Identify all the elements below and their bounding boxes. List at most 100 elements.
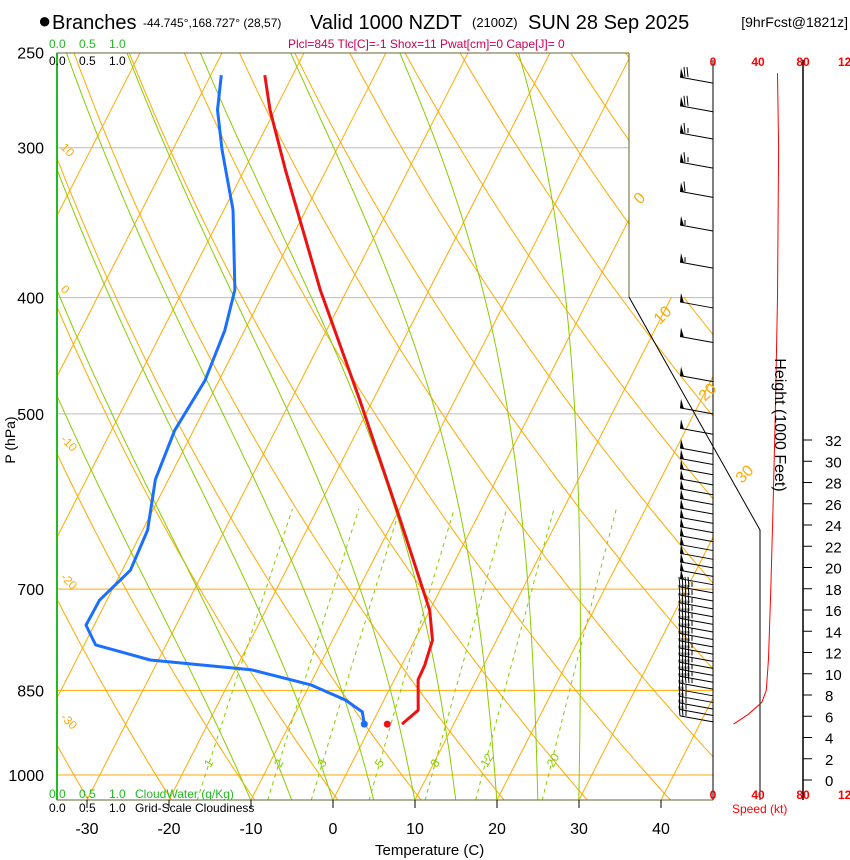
wind-barb bbox=[678, 679, 714, 697]
wind-barb-staff bbox=[679, 488, 714, 496]
moist-adiabat-line bbox=[126, 53, 416, 800]
wind-barb-flag bbox=[680, 292, 684, 303]
pressure-tick-label: 500 bbox=[17, 407, 44, 424]
wind-barb-staff bbox=[679, 689, 714, 697]
wind-barb-feather bbox=[687, 659, 690, 670]
wind-barb-feather bbox=[683, 181, 686, 192]
wind-barb-flag bbox=[680, 459, 684, 470]
isotherm-line bbox=[496, 53, 713, 800]
wind-barb-feather bbox=[684, 584, 687, 595]
wind-barb-feather bbox=[683, 122, 686, 134]
isotherm-line bbox=[57, 53, 387, 800]
cloudiness-scale-top: 0.5 bbox=[79, 54, 96, 68]
wind-barb bbox=[679, 544, 714, 560]
dry-adiabat-line bbox=[183, 53, 672, 800]
wind-barb-feather bbox=[678, 600, 681, 611]
wind-barb-feather bbox=[678, 679, 681, 690]
wind-barb-staff bbox=[679, 498, 714, 505]
dry-adiabat-line bbox=[404, 53, 713, 800]
wind-barb-staff bbox=[679, 375, 714, 383]
wind-barb bbox=[679, 508, 714, 524]
dewpoint-line bbox=[84, 75, 366, 725]
wind-barb-feather bbox=[678, 584, 681, 595]
wind-barb-feather bbox=[683, 67, 686, 78]
wind-barb-feather bbox=[684, 645, 687, 656]
speed-tick-bottom: 40 bbox=[751, 788, 765, 802]
height-tick-label: 22 bbox=[825, 539, 842, 556]
isotherm-line bbox=[250, 53, 633, 800]
wind-barb bbox=[679, 479, 714, 496]
wind-barb-staff bbox=[679, 76, 714, 84]
cloudwater-scale-top: 0.0 bbox=[49, 37, 66, 51]
wind-barb-flag bbox=[680, 216, 684, 227]
wind-barb-feather bbox=[684, 652, 687, 663]
wind-barb-feather bbox=[684, 600, 687, 611]
wind-barb-feather bbox=[687, 673, 690, 684]
height-tick-label: 6 bbox=[825, 709, 833, 726]
speed-tick-top: 120 bbox=[838, 55, 850, 69]
wind-barb-feather bbox=[681, 584, 684, 595]
isotherm-line bbox=[660, 53, 713, 800]
wind-barb-feather bbox=[678, 686, 681, 697]
wind-barb-feather bbox=[686, 95, 689, 106]
wind-barb-staff bbox=[679, 552, 714, 560]
height-axis-label: Height (1000 Feet) bbox=[771, 358, 788, 491]
height-tick-label: 18 bbox=[825, 582, 842, 599]
wind-barb-staff bbox=[679, 507, 714, 515]
wind-barb-feather bbox=[681, 659, 684, 670]
cloudwater-label: CloudWater (g/Kg) bbox=[135, 787, 234, 801]
wind-barb-feather bbox=[678, 576, 681, 587]
isotherm-line bbox=[578, 53, 713, 800]
dry-adiabat-label: 10 bbox=[58, 140, 78, 160]
wind-barb-feather bbox=[681, 679, 684, 690]
speed-label: Speed (kt) bbox=[732, 802, 787, 816]
wind-barb-staff bbox=[679, 478, 714, 486]
wind-barb-feather bbox=[678, 699, 681, 710]
wind-barb-staff bbox=[679, 105, 714, 113]
wind-barb-feather bbox=[687, 623, 690, 634]
wind-barb-feather bbox=[686, 67, 689, 78]
temperature-line bbox=[263, 74, 434, 726]
cloudwater-scale-top: 1.0 bbox=[109, 37, 126, 51]
wind-barb bbox=[679, 398, 714, 415]
height-tick-label: 4 bbox=[825, 731, 833, 748]
moist-adiabat-line bbox=[290, 53, 498, 800]
temperature-tick-label: 30 bbox=[570, 821, 588, 838]
speed-tick-bottom: 0 bbox=[710, 788, 717, 802]
wind-barb-staff bbox=[679, 447, 714, 455]
height-tick-label: 10 bbox=[825, 667, 842, 684]
wind-barb-feather bbox=[684, 673, 687, 684]
wind-barb-flag bbox=[680, 253, 684, 264]
wind-barb-staff bbox=[679, 457, 714, 465]
cloudwater-scale-bottom: 0.0 bbox=[49, 787, 66, 801]
indices: Plcl=845 Tlc[C]=-1 Shox=11 Pwat[cm]=0 Ca… bbox=[288, 37, 565, 51]
wind-barb-staff bbox=[679, 336, 714, 344]
frame bbox=[56, 52, 804, 801]
forecast-info: [9hrFcst@1821z] bbox=[741, 14, 848, 30]
wind-barb-feather bbox=[687, 584, 690, 595]
temperature-tick-label: 0 bbox=[329, 821, 338, 838]
wind-barb bbox=[679, 552, 714, 569]
mixing-ratio-line bbox=[368, 508, 455, 800]
wind-barb-flag bbox=[680, 489, 684, 500]
pressure-tick-label: 850 bbox=[17, 683, 44, 700]
wind-speed-line bbox=[733, 73, 780, 725]
wind-barb-feather bbox=[687, 615, 690, 627]
wind-barb-flag bbox=[680, 123, 684, 134]
isotherm-label: 30 bbox=[733, 462, 758, 487]
wind-barb-feather bbox=[678, 666, 681, 677]
wind-barb-flag bbox=[680, 508, 684, 519]
wind-barb-flag bbox=[680, 438, 684, 449]
wind-barb-feather bbox=[684, 592, 687, 603]
wind-barb bbox=[679, 535, 714, 552]
wind-barb-flag bbox=[680, 535, 684, 546]
wind-barb-feather bbox=[678, 623, 681, 634]
wind-barb-feather bbox=[681, 592, 684, 603]
wind-barb bbox=[679, 489, 714, 505]
pressure-tick-label: 700 bbox=[17, 582, 44, 599]
wind-barb bbox=[679, 327, 714, 344]
wind-barb-feather bbox=[678, 615, 681, 627]
wind-barb-feather bbox=[684, 576, 687, 587]
